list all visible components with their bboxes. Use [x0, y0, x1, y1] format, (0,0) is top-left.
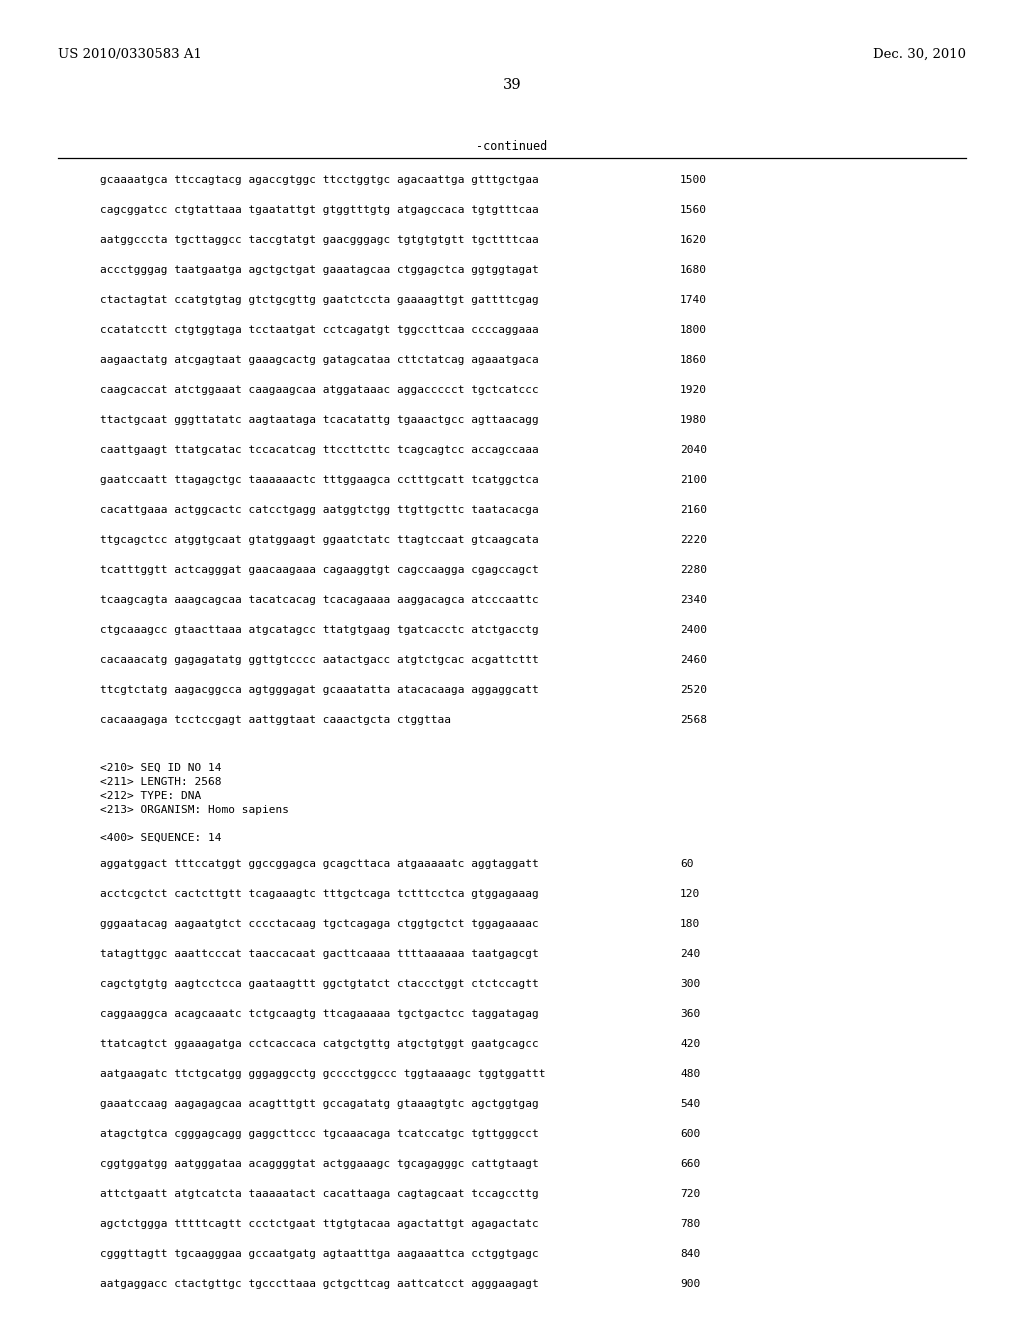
Text: cagcggatcc ctgtattaaa tgaatattgt gtggtttgtg atgagccaca tgtgtttcaa: cagcggatcc ctgtattaaa tgaatattgt gtggttt… — [100, 205, 539, 215]
Text: 480: 480 — [680, 1069, 700, 1078]
Text: tcaagcagta aaagcagcaa tacatcacag tcacagaaaa aaggacagca atcccaattc: tcaagcagta aaagcagcaa tacatcacag tcacaga… — [100, 595, 539, 605]
Text: atagctgtca cgggagcagg gaggcttccc tgcaaacaga tcatccatgc tgttgggcct: atagctgtca cgggagcagg gaggcttccc tgcaaac… — [100, 1129, 539, 1139]
Text: cagctgtgtg aagtcctcca gaataagttt ggctgtatct ctaccctggt ctctccagtt: cagctgtgtg aagtcctcca gaataagttt ggctgta… — [100, 979, 539, 989]
Text: 1920: 1920 — [680, 385, 707, 395]
Text: <211> LENGTH: 2568: <211> LENGTH: 2568 — [100, 777, 221, 787]
Text: 1740: 1740 — [680, 294, 707, 305]
Text: aatggcccta tgcttaggcc taccgtatgt gaacgggagc tgtgtgtgtt tgcttttcaa: aatggcccta tgcttaggcc taccgtatgt gaacggg… — [100, 235, 539, 246]
Text: Dec. 30, 2010: Dec. 30, 2010 — [873, 48, 966, 61]
Text: <210> SEQ ID NO 14: <210> SEQ ID NO 14 — [100, 763, 221, 774]
Text: agctctggga tttttcagtt ccctctgaat ttgtgtacaa agactattgt agagactatc: agctctggga tttttcagtt ccctctgaat ttgtgta… — [100, 1218, 539, 1229]
Text: 1800: 1800 — [680, 325, 707, 335]
Text: 600: 600 — [680, 1129, 700, 1139]
Text: 2100: 2100 — [680, 475, 707, 484]
Text: 2568: 2568 — [680, 715, 707, 725]
Text: -continued: -continued — [476, 140, 548, 153]
Text: ttatcagtct ggaaagatga cctcaccaca catgctgttg atgctgtggt gaatgcagcc: ttatcagtct ggaaagatga cctcaccaca catgctg… — [100, 1039, 539, 1049]
Text: 2220: 2220 — [680, 535, 707, 545]
Text: 360: 360 — [680, 1008, 700, 1019]
Text: ccatatcctt ctgtggtaga tcctaatgat cctcagatgt tggccttcaa ccccaggaaa: ccatatcctt ctgtggtaga tcctaatgat cctcaga… — [100, 325, 539, 335]
Text: ttgcagctcc atggtgcaat gtatggaagt ggaatctatc ttagtccaat gtcaagcata: ttgcagctcc atggtgcaat gtatggaagt ggaatct… — [100, 535, 539, 545]
Text: <400> SEQUENCE: 14: <400> SEQUENCE: 14 — [100, 833, 221, 843]
Text: 2520: 2520 — [680, 685, 707, 696]
Text: <213> ORGANISM: Homo sapiens: <213> ORGANISM: Homo sapiens — [100, 805, 289, 814]
Text: gaaatccaag aagagagcaa acagtttgtt gccagatatg gtaaagtgtc agctggtgag: gaaatccaag aagagagcaa acagtttgtt gccagat… — [100, 1100, 539, 1109]
Text: 300: 300 — [680, 979, 700, 989]
Text: 420: 420 — [680, 1039, 700, 1049]
Text: aatgaggacc ctactgttgc tgcccttaaa gctgcttcag aattcatcct agggaagagt: aatgaggacc ctactgttgc tgcccttaaa gctgctt… — [100, 1279, 539, 1290]
Text: 540: 540 — [680, 1100, 700, 1109]
Text: 780: 780 — [680, 1218, 700, 1229]
Text: gaatccaatt ttagagctgc taaaaaactc tttggaagca cctttgcatt tcatggctca: gaatccaatt ttagagctgc taaaaaactc tttggaa… — [100, 475, 539, 484]
Text: cacattgaaa actggcactc catcctgagg aatggtctgg ttgttgcttc taatacacga: cacattgaaa actggcactc catcctgagg aatggtc… — [100, 506, 539, 515]
Text: 2280: 2280 — [680, 565, 707, 576]
Text: 39: 39 — [503, 78, 521, 92]
Text: 2460: 2460 — [680, 655, 707, 665]
Text: tcatttggtt actcagggat gaacaagaaa cagaaggtgt cagccaagga cgagccagct: tcatttggtt actcagggat gaacaagaaa cagaagg… — [100, 565, 539, 576]
Text: 660: 660 — [680, 1159, 700, 1170]
Text: 1980: 1980 — [680, 414, 707, 425]
Text: US 2010/0330583 A1: US 2010/0330583 A1 — [58, 48, 202, 61]
Text: aggatggact tttccatggt ggccggagca gcagcttaca atgaaaaatc aggtaggatt: aggatggact tttccatggt ggccggagca gcagctt… — [100, 859, 539, 869]
Text: 1860: 1860 — [680, 355, 707, 366]
Text: ctgcaaagcc gtaacttaaa atgcatagcc ttatgtgaag tgatcacctc atctgacctg: ctgcaaagcc gtaacttaaa atgcatagcc ttatgtg… — [100, 624, 539, 635]
Text: <212> TYPE: DNA: <212> TYPE: DNA — [100, 791, 202, 801]
Text: 900: 900 — [680, 1279, 700, 1290]
Text: 2400: 2400 — [680, 624, 707, 635]
Text: 1560: 1560 — [680, 205, 707, 215]
Text: 120: 120 — [680, 888, 700, 899]
Text: cggtggatgg aatgggataa acaggggtat actggaaagc tgcagagggc cattgtaagt: cggtggatgg aatgggataa acaggggtat actggaa… — [100, 1159, 539, 1170]
Text: cacaaagaga tcctccgagt aattggtaat caaactgcta ctggttaa: cacaaagaga tcctccgagt aattggtaat caaactg… — [100, 715, 451, 725]
Text: 240: 240 — [680, 949, 700, 960]
Text: 2340: 2340 — [680, 595, 707, 605]
Text: 840: 840 — [680, 1249, 700, 1259]
Text: cacaaacatg gagagatatg ggttgtcccc aatactgacc atgtctgcac acgattcttt: cacaaacatg gagagatatg ggttgtcccc aatactg… — [100, 655, 539, 665]
Text: attctgaatt atgtcatcta taaaaatact cacattaaga cagtagcaat tccagccttg: attctgaatt atgtcatcta taaaaatact cacatta… — [100, 1189, 539, 1199]
Text: 180: 180 — [680, 919, 700, 929]
Text: gggaatacag aagaatgtct cccctacaag tgctcagaga ctggtgctct tggagaaaac: gggaatacag aagaatgtct cccctacaag tgctcag… — [100, 919, 539, 929]
Text: aagaactatg atcgagtaat gaaagcactg gatagcataa cttctatcag agaaatgaca: aagaactatg atcgagtaat gaaagcactg gatagca… — [100, 355, 539, 366]
Text: caggaaggca acagcaaatc tctgcaagtg ttcagaaaaa tgctgactcc taggatagag: caggaaggca acagcaaatc tctgcaagtg ttcagaa… — [100, 1008, 539, 1019]
Text: caagcaccat atctggaaat caagaagcaa atggataaac aggaccccct tgctcatccc: caagcaccat atctggaaat caagaagcaa atggata… — [100, 385, 539, 395]
Text: aatgaagatc ttctgcatgg gggaggcctg gcccctggccc tggtaaaagc tggtggattt: aatgaagatc ttctgcatgg gggaggcctg gcccctg… — [100, 1069, 546, 1078]
Text: caattgaagt ttatgcatac tccacatcag ttccttcttc tcagcagtcc accagccaaa: caattgaagt ttatgcatac tccacatcag ttccttc… — [100, 445, 539, 455]
Text: tatagttggc aaattcccat taaccacaat gacttcaaaa ttttaaaaaa taatgagcgt: tatagttggc aaattcccat taaccacaat gacttca… — [100, 949, 539, 960]
Text: acctcgctct cactcttgtt tcagaaagtc tttgctcaga tctttcctca gtggagaaag: acctcgctct cactcttgtt tcagaaagtc tttgctc… — [100, 888, 539, 899]
Text: ctactagtat ccatgtgtag gtctgcgttg gaatctccta gaaaagttgt gattttcgag: ctactagtat ccatgtgtag gtctgcgttg gaatctc… — [100, 294, 539, 305]
Text: accctgggag taatgaatga agctgctgat gaaatagcaa ctggagctca ggtggtagat: accctgggag taatgaatga agctgctgat gaaatag… — [100, 265, 539, 275]
Text: 60: 60 — [680, 859, 693, 869]
Text: ttcgtctatg aagacggcca agtgggagat gcaaatatta atacacaaga aggaggcatt: ttcgtctatg aagacggcca agtgggagat gcaaata… — [100, 685, 539, 696]
Text: 2160: 2160 — [680, 506, 707, 515]
Text: gcaaaatgca ttccagtacg agaccgtggc ttcctggtgc agacaattga gtttgctgaa: gcaaaatgca ttccagtacg agaccgtggc ttcctgg… — [100, 176, 539, 185]
Text: ttactgcaat gggttatatc aagtaataga tcacatattg tgaaactgcc agttaacagg: ttactgcaat gggttatatc aagtaataga tcacata… — [100, 414, 539, 425]
Text: 2040: 2040 — [680, 445, 707, 455]
Text: 1680: 1680 — [680, 265, 707, 275]
Text: 1620: 1620 — [680, 235, 707, 246]
Text: 1500: 1500 — [680, 176, 707, 185]
Text: 720: 720 — [680, 1189, 700, 1199]
Text: cgggttagtt tgcaagggaa gccaatgatg agtaatttga aagaaattca cctggtgagc: cgggttagtt tgcaagggaa gccaatgatg agtaatt… — [100, 1249, 539, 1259]
